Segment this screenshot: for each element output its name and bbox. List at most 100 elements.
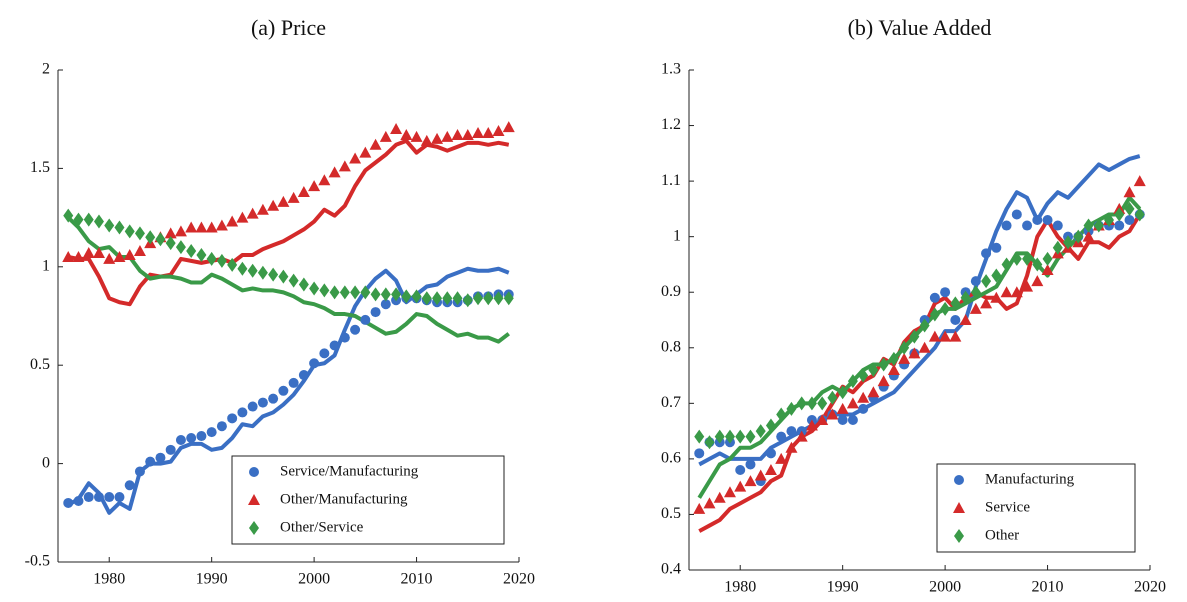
marker — [949, 330, 962, 342]
legend-box — [231, 455, 505, 545]
marker — [370, 307, 381, 318]
marker — [805, 419, 818, 431]
marker — [288, 377, 299, 388]
marker — [694, 448, 705, 459]
marker — [981, 248, 992, 259]
marker — [816, 414, 829, 425]
y-tick-label: 0.9 — [661, 283, 681, 300]
model-line — [66, 216, 510, 344]
marker — [918, 341, 931, 353]
marker — [970, 285, 981, 300]
y-tick-label: 1.3 — [661, 61, 681, 78]
marker — [145, 230, 156, 245]
marker — [909, 329, 920, 344]
marker — [350, 324, 361, 335]
marker — [257, 265, 268, 280]
marker — [898, 352, 911, 364]
marker — [257, 397, 268, 408]
marker — [1022, 220, 1033, 231]
marker — [196, 431, 207, 442]
legend-marker — [954, 475, 964, 485]
marker — [92, 247, 105, 259]
marker — [473, 291, 484, 306]
marker — [1010, 286, 1023, 298]
marker — [981, 274, 992, 289]
marker — [714, 429, 725, 444]
y-tick-label: 0.5 — [30, 356, 50, 373]
marker — [155, 232, 166, 247]
marker — [1052, 240, 1063, 255]
marker — [165, 444, 176, 455]
marker — [786, 401, 797, 416]
marker — [359, 146, 372, 158]
marker — [174, 225, 187, 237]
marker — [432, 291, 443, 306]
marker — [360, 285, 371, 300]
marker — [836, 402, 849, 414]
marker — [472, 126, 485, 138]
marker — [288, 273, 299, 288]
marker — [735, 429, 746, 444]
marker — [175, 434, 186, 445]
y-tick-label: 0.6 — [661, 450, 681, 467]
marker — [1011, 251, 1022, 266]
y-tick-label: 1.2 — [661, 116, 681, 133]
marker — [369, 138, 382, 150]
marker — [776, 407, 787, 422]
x-tick-label: 2010 — [401, 571, 433, 588]
marker — [735, 465, 746, 475]
marker — [267, 199, 280, 211]
marker — [764, 464, 777, 475]
marker — [1022, 251, 1033, 266]
marker — [1041, 264, 1054, 275]
marker — [723, 486, 736, 498]
marker — [246, 207, 259, 219]
marker — [878, 357, 889, 372]
marker — [309, 358, 320, 369]
marker — [503, 291, 514, 306]
model-line — [698, 154, 1141, 467]
marker — [929, 292, 940, 303]
legend-marker — [249, 467, 259, 477]
marker — [857, 391, 870, 403]
marker — [72, 250, 85, 262]
marker — [339, 332, 350, 343]
marker — [483, 291, 494, 306]
legend-label: Service — [985, 499, 1030, 515]
marker — [1042, 251, 1053, 266]
marker — [785, 441, 798, 453]
x-tick-label: 2020 — [1134, 579, 1166, 596]
marker — [765, 448, 776, 459]
marker — [83, 212, 94, 227]
marker — [103, 252, 116, 264]
marker — [1124, 215, 1135, 225]
marker — [441, 130, 454, 142]
y-tick-label: 1.1 — [661, 172, 681, 189]
marker — [919, 318, 930, 333]
marker — [82, 247, 95, 259]
chart-title: (a) Price — [251, 15, 326, 40]
marker — [755, 424, 766, 439]
marker — [1104, 213, 1115, 227]
marker — [145, 456, 156, 467]
marker — [247, 263, 258, 278]
marker — [969, 302, 982, 314]
marker — [256, 203, 269, 215]
marker — [247, 401, 258, 412]
marker — [134, 226, 145, 241]
marker — [114, 492, 125, 503]
marker — [950, 296, 961, 311]
marker — [734, 480, 747, 492]
marker — [205, 221, 218, 233]
marker — [339, 285, 350, 300]
y-tick-label: 1.5 — [30, 159, 50, 176]
marker — [104, 492, 115, 503]
marker — [1011, 209, 1022, 220]
marker — [297, 186, 310, 198]
x-tick-label: 1990 — [196, 571, 228, 588]
marker — [308, 180, 321, 192]
marker — [908, 347, 921, 359]
marker — [63, 497, 74, 508]
marker — [775, 452, 788, 464]
